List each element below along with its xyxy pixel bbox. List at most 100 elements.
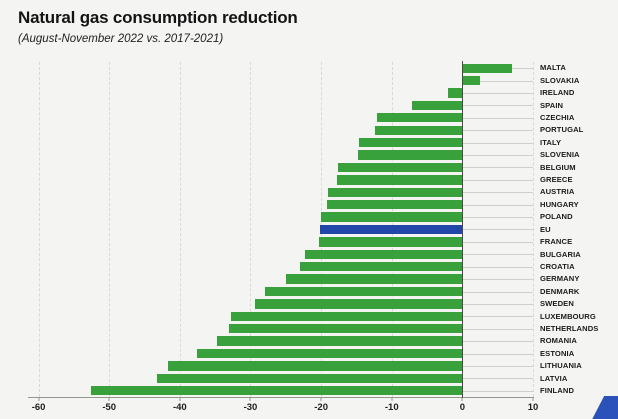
- country-label: NETHERLANDS: [540, 323, 599, 333]
- bar-row: [28, 298, 533, 310]
- bar-row: [28, 136, 533, 148]
- row-leader-line: [462, 130, 533, 132]
- country-label: IRELAND: [540, 88, 575, 98]
- bar-row: [28, 124, 533, 136]
- bar-row: [28, 360, 533, 372]
- row-leader-line: [462, 365, 533, 367]
- gridline: [109, 62, 111, 397]
- bar-austria: [328, 187, 463, 197]
- bar-germany: [285, 274, 463, 284]
- axis-tick-label: -20: [314, 402, 328, 413]
- country-label: CZECHIA: [540, 113, 575, 123]
- bar-row: [28, 385, 533, 397]
- country-label: POLAND: [540, 212, 573, 222]
- bar-belgium: [338, 162, 463, 173]
- axis-tick: [249, 397, 251, 401]
- country-label: SWEDEN: [540, 299, 574, 309]
- row-leader-line: [462, 80, 533, 82]
- axis-tick-label: -10: [384, 402, 399, 413]
- row-leader-line: [462, 390, 533, 392]
- bar-row: [28, 74, 533, 86]
- bar-row: [28, 223, 533, 235]
- bar-row: [28, 99, 533, 111]
- country-label: CROATIA: [540, 261, 575, 271]
- bar-row: [28, 261, 533, 273]
- bar-luxembourg: [231, 311, 463, 321]
- bar-row: [28, 174, 533, 186]
- bar-romania: [217, 336, 463, 346]
- axis-tick: [461, 397, 463, 401]
- country-labels: MALTA SLOVAKIA IRELAND SPAIN CZECHIA PORTUGAL…: [540, 62, 618, 397]
- country-label: FRANCE: [540, 237, 573, 247]
- bar-row: [28, 236, 533, 248]
- country-label: DENMARK: [540, 286, 580, 296]
- row-leader-line: [462, 105, 533, 107]
- bar-lithuania: [167, 361, 463, 371]
- row-leader-line: [462, 155, 533, 157]
- bar-row: [28, 285, 533, 297]
- row-leader-line: [462, 217, 533, 219]
- bar-slovenia: [357, 150, 463, 160]
- bar-row: [28, 323, 533, 335]
- row-leader-line: [462, 341, 533, 343]
- axis-tick: [391, 397, 393, 401]
- gridline: [250, 62, 252, 397]
- bar-malta: [462, 63, 512, 73]
- bar-portugal: [374, 125, 463, 135]
- chart-title: Natural gas consumption reduction: [18, 8, 298, 27]
- bar-denmark: [265, 286, 463, 297]
- row-leader-line: [462, 93, 533, 95]
- axis-tick: [38, 397, 40, 401]
- row-leader-line: [462, 303, 533, 305]
- zero-axis-line: [462, 61, 464, 398]
- country-label: SLOVENIA: [540, 150, 580, 160]
- country-label: GERMANY: [540, 274, 580, 284]
- gridline: [38, 62, 40, 397]
- country-label: ROMANIA: [540, 336, 577, 346]
- country-label: LATVIA: [540, 373, 568, 383]
- bar-finland: [90, 386, 463, 396]
- bar-row: [28, 310, 533, 322]
- bar-row: [28, 347, 533, 359]
- axis-tick-label: -60: [31, 402, 46, 413]
- row-leader-line: [462, 142, 533, 144]
- chart-subtitle: (August-November 2022 vs. 2017-2021): [18, 33, 224, 45]
- axis-tick-label: 10: [527, 402, 539, 413]
- row-leader-line: [462, 316, 533, 318]
- country-label: FINLAND: [540, 385, 575, 395]
- row-leader-line: [462, 266, 533, 268]
- row-leader-line: [462, 204, 533, 206]
- bar-sweden: [255, 299, 463, 309]
- bar-row: [28, 335, 533, 347]
- axis-tick: [179, 397, 181, 401]
- gridline: [533, 62, 534, 397]
- country-label: EU: [540, 224, 551, 234]
- axis-tick-label: -40: [172, 402, 187, 413]
- bar-row: [28, 372, 533, 384]
- axis-tick: [108, 397, 110, 401]
- bar-row: [28, 62, 533, 74]
- bar-italy: [358, 137, 463, 148]
- country-label: ESTONIA: [540, 348, 575, 358]
- corner-logo: [592, 396, 618, 419]
- bar-ireland: [448, 88, 463, 98]
- bar-row: [28, 87, 533, 99]
- bar-netherlands: [229, 324, 463, 334]
- country-label: ITALY: [540, 137, 562, 147]
- axis-tick: [532, 397, 534, 401]
- country-label: AUSTRIA: [540, 187, 575, 197]
- row-leader-line: [462, 291, 533, 293]
- row-leader-line: [462, 328, 533, 330]
- row-leader-line: [462, 254, 533, 256]
- bar-row: [28, 112, 533, 124]
- x-axis-line: [28, 397, 534, 398]
- bar-spain: [411, 100, 463, 111]
- row-leader-line: [462, 279, 533, 281]
- bar-row: [28, 198, 533, 210]
- country-label: MALTA: [540, 63, 566, 73]
- x-axis: -60 -50 -40 -30 -20 -10 0 10: [28, 397, 538, 417]
- row-leader-line: [462, 353, 533, 355]
- bar-row: [28, 273, 533, 285]
- axis-tick-label: -30: [243, 402, 258, 413]
